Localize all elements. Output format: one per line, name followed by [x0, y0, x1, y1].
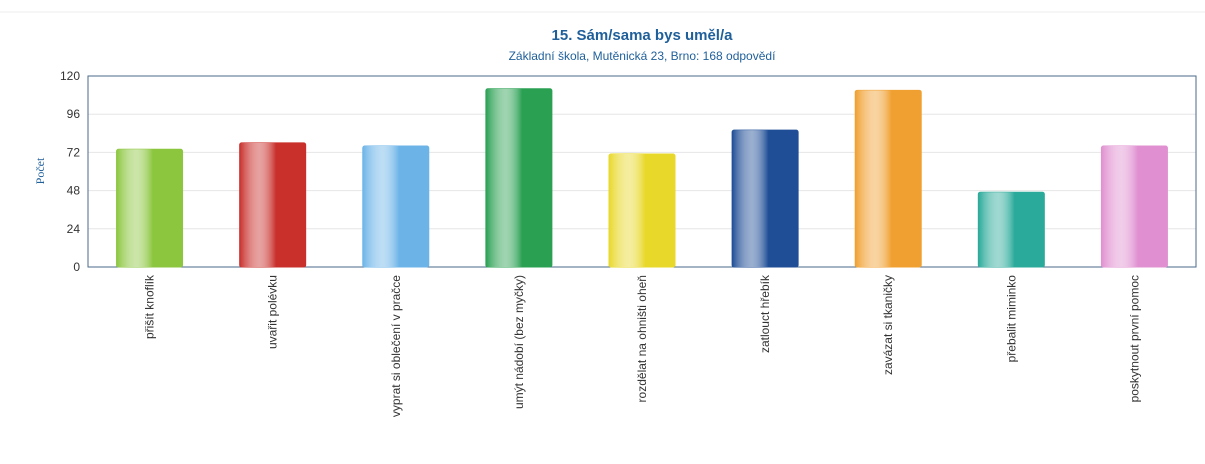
y-tick-label: 96 — [67, 107, 81, 121]
y-tick-label: 72 — [67, 145, 81, 159]
y-tick-label: 48 — [67, 184, 81, 198]
x-tick-label: přebalit miminko — [1004, 275, 1018, 363]
bar-shine — [1101, 146, 1168, 267]
bar-shine — [732, 130, 799, 267]
chart-title: 15. Sám/sama bys uměl/a — [552, 27, 734, 44]
bar-shine — [485, 88, 552, 267]
bar-shine — [116, 149, 183, 267]
chart-subtitle: Základní škola, Mutěnická 23, Brno: 168 … — [509, 49, 776, 63]
x-tick-label: zavázat si tkaničky — [881, 275, 895, 375]
bar-shine — [239, 142, 306, 267]
bar-shine — [362, 146, 429, 267]
x-tick-label: umýt nádobí (bez myčky) — [512, 275, 526, 409]
y-tick-label: 24 — [67, 222, 81, 236]
x-tick-label: zatlouct hřebík — [758, 274, 772, 353]
y-axis-label: Počet — [33, 157, 47, 184]
y-tick-label: 0 — [73, 260, 80, 274]
bar-shine — [609, 153, 675, 267]
x-tick-label: uvařit polévku — [266, 275, 280, 349]
x-tick-label: přišít knoflík — [143, 274, 157, 339]
x-tick-label: vyprat si oblečení v pračce — [389, 275, 403, 417]
bar-shine — [855, 90, 922, 267]
bar-shine — [978, 192, 1045, 267]
x-tick-label: poskytnout první pomoc — [1127, 275, 1141, 402]
x-tick-label: rozdělat na ohništi oheň — [635, 275, 649, 402]
y-tick-label: 120 — [60, 69, 80, 83]
